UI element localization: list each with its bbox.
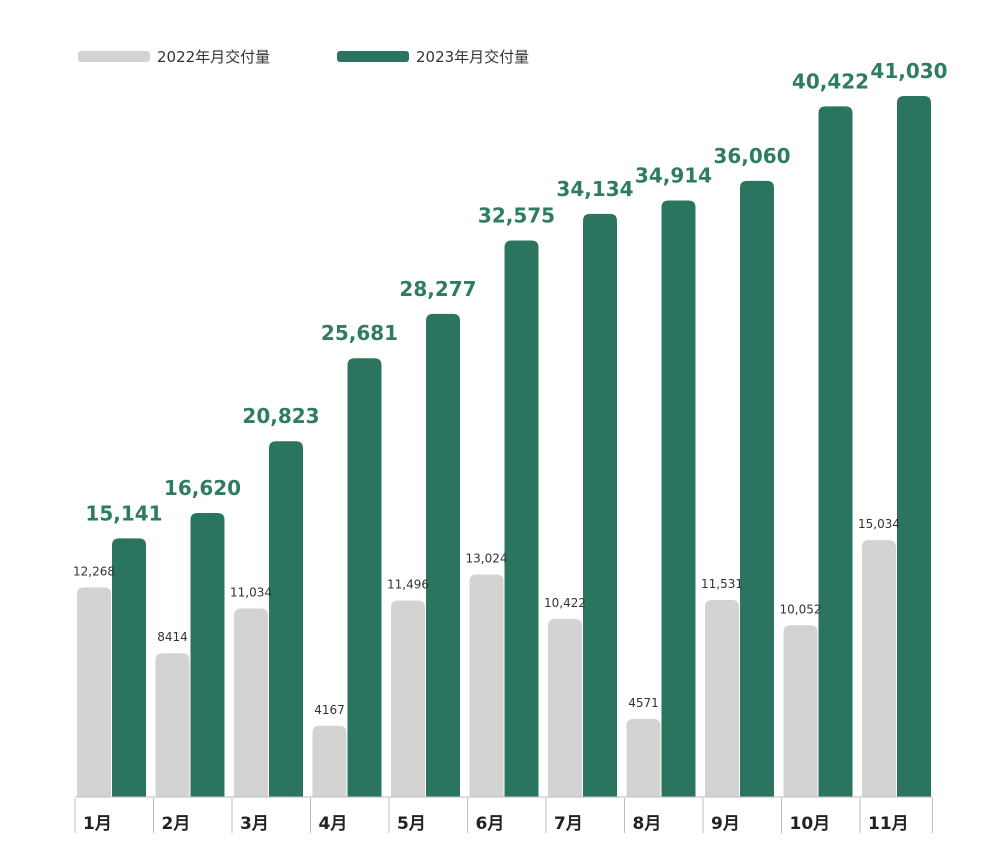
legend-swatch-2022	[78, 51, 150, 62]
category-label-7: 7月	[554, 814, 583, 834]
category-label-10: 10月	[790, 814, 831, 834]
value-label-2022-6: 13,024	[466, 551, 508, 565]
value-label-2023-3: 20,823	[242, 404, 319, 428]
value-label-2022-8: 4571	[628, 696, 659, 710]
value-label-2022-1: 12,268	[73, 564, 115, 578]
value-label-2023-7: 34,134	[556, 177, 633, 201]
bar-2022-4	[312, 725, 347, 797]
value-label-2022-3: 11,034	[230, 585, 272, 599]
value-labels-group: 12,268 15,141 8414 16,620 11,034 20,823 4167 25…	[73, 59, 948, 717]
bar-2022-3	[234, 608, 268, 797]
category-label-1: 1月	[83, 814, 112, 834]
value-label-2023-8: 34,914	[635, 163, 712, 187]
bar-2022-10	[783, 625, 818, 797]
category-label-2: 2月	[162, 814, 191, 834]
bar-2022-11	[862, 540, 896, 797]
category-label-9: 9月	[711, 814, 740, 834]
value-label-2023-2: 16,620	[164, 476, 241, 500]
bar-2022-7	[548, 618, 582, 797]
value-label-2022-2: 8414	[157, 630, 188, 644]
value-label-2023-4: 25,681	[321, 321, 398, 345]
legend-swatch-2023	[337, 51, 409, 62]
value-label-2023-9: 36,060	[713, 144, 790, 168]
legend-label-2023: 2023年月交付量	[416, 48, 529, 66]
category-label-6: 6月	[476, 814, 505, 834]
value-label-2022-10: 10,052	[780, 602, 822, 616]
value-label-2022-7: 10,422	[544, 596, 586, 610]
legend-label-2022: 2022年月交付量	[157, 48, 270, 66]
bar-2023-7	[583, 213, 617, 797]
value-label-2023-1: 15,141	[85, 501, 162, 525]
category-label-5: 5月	[397, 814, 426, 834]
category-label-4: 4月	[319, 814, 348, 834]
x-axis: 1月 2月 3月 4月 5月 6月 7月 8月 9月 10月 11月	[74, 796, 933, 834]
bar-2023-3	[269, 441, 303, 797]
bar-2023-2	[190, 513, 225, 797]
bar-2022-5	[391, 600, 425, 797]
value-label-2022-5: 11,496	[387, 578, 429, 592]
value-label-2022-11: 15,034	[858, 517, 900, 531]
value-label-2023-6: 32,575	[478, 203, 555, 227]
bar-2023-11	[897, 96, 931, 797]
bar-2022-6	[469, 574, 504, 797]
bar-2022-8	[626, 718, 661, 797]
bar-2023-10	[818, 106, 853, 798]
value-label-2022-9: 11,531	[701, 577, 743, 591]
bars-group	[77, 96, 931, 798]
bar-2023-4	[347, 358, 382, 797]
category-label-11: 11月	[868, 814, 909, 834]
value-label-2023-5: 28,277	[399, 277, 476, 301]
value-label-2023-10: 40,422	[792, 69, 869, 93]
bar-2022-2	[155, 653, 190, 797]
category-label-3: 3月	[240, 814, 269, 834]
bar-2023-6	[504, 240, 539, 798]
legend: 2022年月交付量 2023年月交付量	[78, 48, 529, 66]
bar-2023-8	[661, 200, 696, 798]
value-label-2023-11: 41,030	[870, 59, 947, 83]
value-label-2022-4: 4167	[314, 703, 345, 717]
bar-2022-1	[77, 587, 111, 797]
bar-2023-9	[740, 180, 774, 798]
bar-2023-5	[426, 313, 460, 797]
bar-2022-9	[705, 599, 739, 797]
category-label-8: 8月	[633, 814, 662, 834]
bar-2023-1	[112, 538, 146, 797]
